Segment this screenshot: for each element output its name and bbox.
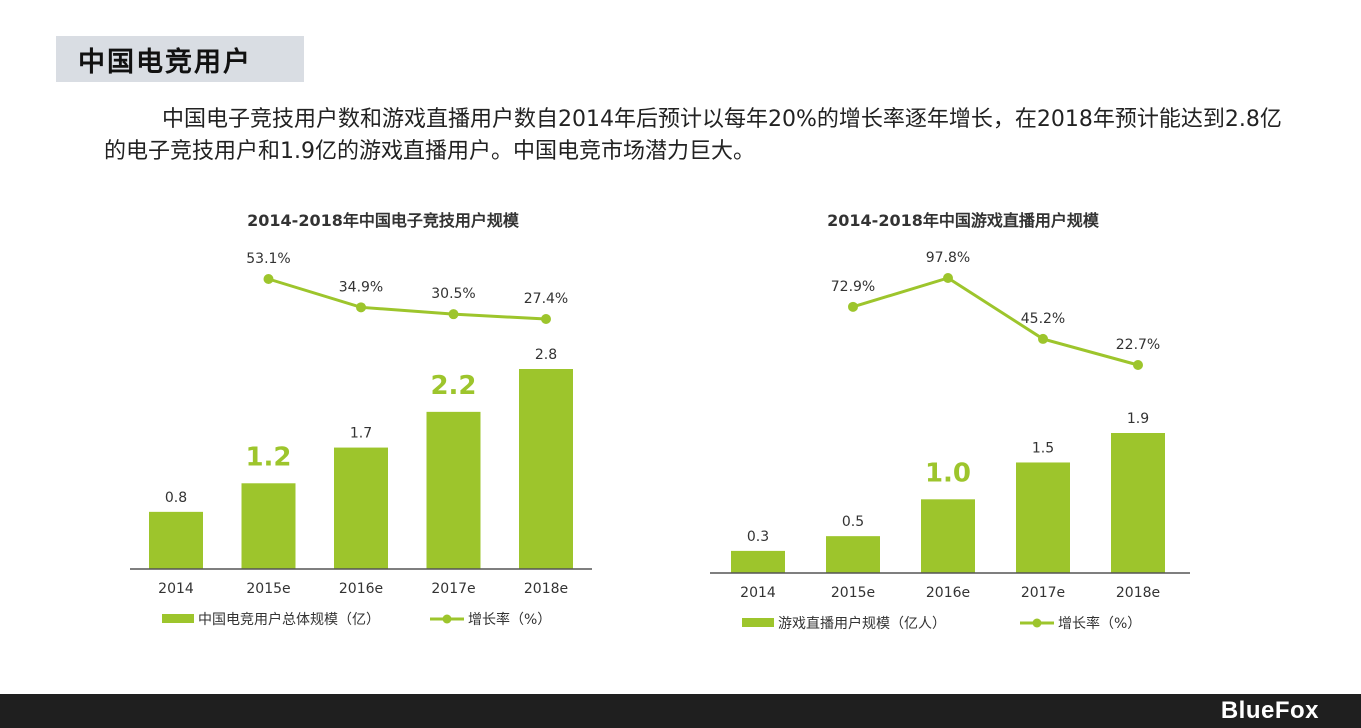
section-title: 中国电竞用户 xyxy=(78,46,252,78)
bar-value-label: 0.5 xyxy=(842,514,864,530)
x-tick-label: 2018e xyxy=(524,581,568,597)
bar-value-label: 1.9 xyxy=(1127,411,1149,427)
legend-line-label: 增长率（%） xyxy=(1058,615,1141,632)
esports-users-chart-svg: 2014-2018年中国电子竞技用户规模 0.8 1.2 1.7 2.2 2.8 2014 2… xyxy=(130,211,592,628)
bar xyxy=(1111,433,1165,573)
growth-rate-label: 30.5% xyxy=(431,286,475,302)
x-tick-label: 2017e xyxy=(431,581,475,597)
legend-line-marker xyxy=(1032,618,1042,628)
x-tick-label: 2016e xyxy=(339,581,383,597)
footer-bar: BlueFox xyxy=(0,694,1361,728)
chart-title: 2014-2018年中国游戏直播用户规模 xyxy=(827,211,1100,230)
bar xyxy=(149,511,203,569)
bar xyxy=(1016,462,1070,573)
growth-rate-label: 53.1% xyxy=(246,251,290,267)
growth-rate-point xyxy=(541,314,551,324)
growth-rate-point xyxy=(356,302,366,313)
x-tick-label: 2015e xyxy=(831,585,875,601)
legend-bar-swatch xyxy=(162,614,194,623)
growth-rate-point xyxy=(943,273,953,283)
bar-value-label: 2.2 xyxy=(430,371,476,401)
growth-rate-line xyxy=(852,276,1139,367)
growth-rate-label: 72.9% xyxy=(831,279,875,295)
live-streaming-users-chart-svg: 2014-2018年中国游戏直播用户规模 0.3 0.5 1.0 1.5 1.9 2014 2… xyxy=(710,211,1190,632)
growth-rate-label: 97.8% xyxy=(926,250,970,266)
legend-line-marker xyxy=(442,614,452,624)
bar xyxy=(731,550,785,573)
x-tick-label: 2014 xyxy=(158,581,194,597)
growth-rate-point xyxy=(1133,360,1143,370)
bar xyxy=(241,483,296,569)
growth-rate-point xyxy=(263,274,274,284)
esports-users-chart: 2014-2018年中国电子竞技用户规模 0.8 1.2 1.7 2.2 2.8 2014 2… xyxy=(100,195,700,645)
bluefox-logo: BlueFox xyxy=(1220,697,1319,724)
live-streaming-users-chart: 2014-2018年中国游戏直播用户规模 0.3 0.5 1.0 1.5 1.9 2014 2… xyxy=(680,195,1280,645)
growth-rate-point xyxy=(848,301,858,312)
growth-rate-point xyxy=(1038,333,1048,344)
bar-value-label: 1.5 xyxy=(1032,440,1054,456)
growth-rate-label: 27.4% xyxy=(524,291,568,307)
growth-rate-line xyxy=(268,277,547,321)
x-tick-label: 2014 xyxy=(740,585,776,601)
legend-line-label: 增长率（%） xyxy=(468,611,551,628)
bar xyxy=(334,447,388,569)
growth-rate-label: 34.9% xyxy=(339,279,383,295)
legend-bar-label: 游戏直播用户规模（亿人） xyxy=(778,615,946,632)
bar-value-label: 0.3 xyxy=(747,529,769,545)
bar-value-label: 2.8 xyxy=(535,347,557,363)
growth-rate-point xyxy=(448,309,459,320)
bar-value-label: 1.7 xyxy=(350,426,372,442)
bar-value-label: 1.0 xyxy=(925,458,971,488)
x-tick-label: 2016e xyxy=(926,585,970,601)
x-tick-label: 2015e xyxy=(246,581,290,597)
x-tick-label: 2018e xyxy=(1116,585,1160,601)
bar xyxy=(826,536,880,573)
chart-title: 2014-2018年中国电子竞技用户规模 xyxy=(247,211,520,230)
legend-bar-label: 中国电竞用户总体规模（亿） xyxy=(198,611,380,628)
bar-value-label: 1.2 xyxy=(245,442,291,472)
bar xyxy=(921,499,975,573)
legend-bar-swatch xyxy=(742,618,774,627)
bar xyxy=(426,411,481,569)
growth-rate-label: 45.2% xyxy=(1021,311,1065,327)
intro-paragraph: 中国电子竞技用户数和游戏直播用户数自2014年后预计以每年20%的增长率逐年增长… xyxy=(104,107,1282,164)
growth-rate-label: 22.7% xyxy=(1116,337,1160,353)
bar-value-label: 0.8 xyxy=(165,490,187,506)
bar xyxy=(519,369,573,569)
x-tick-label: 2017e xyxy=(1021,585,1065,601)
section-title-box: 中国电竞用户 xyxy=(56,36,304,82)
